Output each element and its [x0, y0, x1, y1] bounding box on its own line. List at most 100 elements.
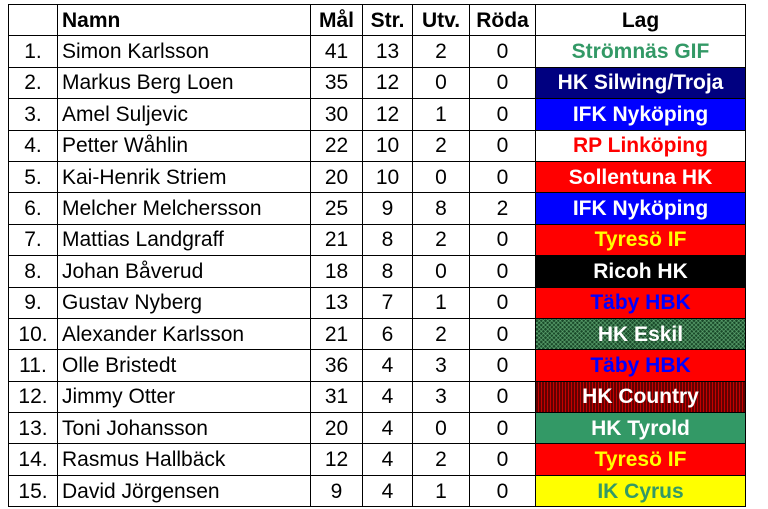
red-cards-cell: 0 [469, 412, 536, 445]
suspensions-cell: 0 [412, 412, 470, 445]
goals-cell: 13 [310, 286, 363, 319]
penalty-shots-cell: 4 [362, 412, 413, 445]
goals-cell: 35 [310, 66, 363, 100]
header-red-cards: Röda [469, 3, 536, 37]
goals-cell: 21 [310, 223, 363, 257]
table-row: 1. Simon Karlsson 41 13 2 0 Strömnäs GIF [8, 35, 746, 68]
table-row: 10. Alexander Karlsson 21 6 2 0 HK Eskil [8, 317, 746, 351]
goals-cell: 20 [310, 160, 363, 194]
suspensions-cell: 0 [412, 66, 470, 100]
player-name-cell: Amel Suljevic [57, 98, 311, 131]
red-cards-cell: 0 [469, 349, 536, 382]
penalty-shots-cell: 4 [362, 380, 413, 414]
rank-cell: 2. [8, 66, 58, 100]
header-penalty-shots: Str. [362, 3, 413, 37]
penalty-shots-cell: 4 [362, 474, 413, 508]
table-row: 14. Rasmus Hallbäck 12 4 2 0 Tyresö IF [8, 443, 746, 476]
red-cards-cell: 0 [469, 286, 536, 319]
scorer-table: Namn Mål Str. Utv. Röda Lag 1. Simon Karl… [8, 3, 746, 508]
red-cards-cell: 0 [469, 255, 536, 288]
rank-cell: 13. [8, 412, 58, 445]
penalty-shots-cell: 10 [362, 160, 413, 194]
penalty-shots-cell: 9 [362, 192, 413, 225]
suspensions-cell: 0 [412, 255, 470, 288]
goals-cell: 18 [310, 255, 363, 288]
goals-cell: 21 [310, 317, 363, 351]
rank-cell: 11. [8, 349, 58, 382]
table-row: 8. Johan Båverud 18 8 0 0 Ricoh HK [8, 255, 746, 288]
player-name-cell: David Jörgensen [57, 474, 311, 508]
rank-cell: 10. [8, 317, 58, 351]
player-name-cell: Mattias Landgraff [57, 223, 311, 257]
player-name-cell: Alexander Karlsson [57, 317, 311, 351]
team-cell: Tyresö IF [535, 223, 746, 257]
team-cell: RP Linköping [535, 129, 746, 162]
suspensions-cell: 8 [412, 192, 470, 225]
table-row: 4. Petter Wåhlin 22 10 2 0 RP Linköping [8, 129, 746, 162]
player-name-cell: Melcher Melchersson [57, 192, 311, 225]
player-name-cell: Kai-Henrik Striem [57, 160, 311, 194]
player-name-cell: Markus Berg Loen [57, 66, 311, 100]
team-cell: Ricoh HK [535, 255, 746, 288]
red-cards-cell: 0 [469, 223, 536, 257]
table-row: 13. Toni Johansson 20 4 0 0 HK Tyrold [8, 412, 746, 445]
goals-cell: 30 [310, 98, 363, 131]
suspensions-cell: 0 [412, 160, 470, 194]
team-cell: HK Country [535, 380, 746, 414]
goals-cell: 41 [310, 35, 363, 68]
rank-cell: 3. [8, 98, 58, 131]
team-cell: IK Cyrus [535, 474, 746, 508]
table-row: 3. Amel Suljevic 30 12 1 0 IFK Nyköping [8, 98, 746, 131]
red-cards-cell: 0 [469, 380, 536, 414]
red-cards-cell: 0 [469, 129, 536, 162]
rank-cell: 5. [8, 160, 58, 194]
goals-cell: 25 [310, 192, 363, 225]
goals-cell: 22 [310, 129, 363, 162]
header-goals: Mål [310, 3, 363, 37]
header-row: Namn Mål Str. Utv. Röda Lag [8, 3, 746, 37]
player-name-cell: Petter Wåhlin [57, 129, 311, 162]
player-name-cell: Jimmy Otter [57, 380, 311, 414]
rank-cell: 6. [8, 192, 58, 225]
header-name: Namn [57, 3, 311, 37]
header-team: Lag [535, 3, 746, 37]
penalty-shots-cell: 4 [362, 349, 413, 382]
suspensions-cell: 1 [412, 474, 470, 508]
suspensions-cell: 2 [412, 35, 470, 68]
team-cell: Strömnäs GIF [535, 35, 746, 68]
penalty-shots-cell: 13 [362, 35, 413, 68]
suspensions-cell: 1 [412, 98, 470, 131]
penalty-shots-cell: 12 [362, 98, 413, 131]
player-name-cell: Johan Båverud [57, 255, 311, 288]
table-row: 11. Olle Bristedt 36 4 3 0 Täby HBK [8, 349, 746, 382]
suspensions-cell: 2 [412, 443, 470, 476]
header-suspensions: Utv. [412, 3, 470, 37]
penalty-shots-cell: 10 [362, 129, 413, 162]
rank-cell: 14. [8, 443, 58, 476]
goals-cell: 36 [310, 349, 363, 382]
player-name-cell: Olle Bristedt [57, 349, 311, 382]
penalty-shots-cell: 8 [362, 223, 413, 257]
team-cell: HK Silwing/Troja [535, 66, 746, 100]
penalty-shots-cell: 12 [362, 66, 413, 100]
rank-cell: 9. [8, 286, 58, 319]
table-row: 7. Mattias Landgraff 21 8 2 0 Tyresö IF [8, 223, 746, 257]
suspensions-cell: 2 [412, 317, 470, 351]
table-body: 1. Simon Karlsson 41 13 2 0 Strömnäs GIF 2. Mark… [8, 35, 746, 508]
goals-cell: 31 [310, 380, 363, 414]
suspensions-cell: 2 [412, 223, 470, 257]
team-cell: IFK Nyköping [535, 98, 746, 131]
red-cards-cell: 0 [469, 474, 536, 508]
table-row: 5. Kai-Henrik Striem 20 10 0 0 Sollentuna HK [8, 160, 746, 194]
table-row: 9. Gustav Nyberg 13 7 1 0 Täby HBK [8, 286, 746, 319]
penalty-shots-cell: 4 [362, 443, 413, 476]
goals-cell: 20 [310, 412, 363, 445]
table-row: 12. Jimmy Otter 31 4 3 0 HK Country [8, 380, 746, 414]
suspensions-cell: 3 [412, 349, 470, 382]
player-name-cell: Toni Johansson [57, 412, 311, 445]
goals-cell: 9 [310, 474, 363, 508]
red-cards-cell: 0 [469, 443, 536, 476]
player-name-cell: Rasmus Hallbäck [57, 443, 311, 476]
team-cell: Täby HBK [535, 286, 746, 319]
rank-cell: 12. [8, 380, 58, 414]
